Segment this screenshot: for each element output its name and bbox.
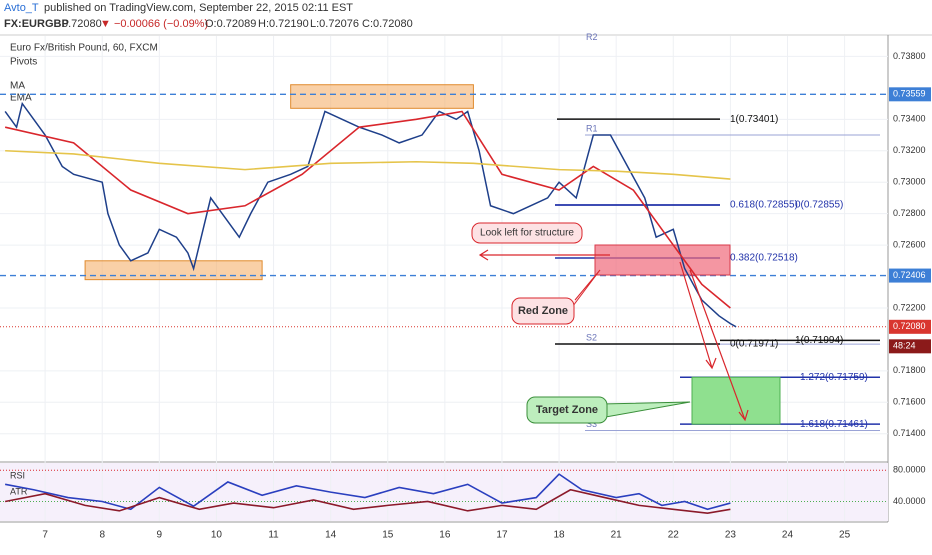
author[interactable]: Avto_T <box>4 2 39 14</box>
price-tag-label: 48:24 <box>893 341 916 351</box>
y-tick-label: 0.72600 <box>893 239 926 249</box>
price: 0.72080 <box>62 18 102 30</box>
y-tick-label: 0.71800 <box>893 365 926 375</box>
callout <box>526 396 608 424</box>
x-tick-label: 8 <box>99 530 105 541</box>
close: C:0.72080 <box>362 18 413 30</box>
pivot-label: S2 <box>586 332 597 342</box>
high: H:0.72190 <box>258 18 309 30</box>
x-tick-label: 9 <box>157 530 163 541</box>
y-tick-label: 0.71400 <box>893 428 926 438</box>
y-tick-label: 40.0000 <box>893 496 926 506</box>
ema-legend: EMA <box>10 93 32 104</box>
arrow <box>478 249 610 261</box>
y-tick-label: 0.73800 <box>893 51 926 61</box>
indicator-label: ATR <box>10 486 28 496</box>
x-tick-label: 16 <box>439 530 451 541</box>
structure-zone <box>290 84 474 109</box>
y-tick-label: 0.73000 <box>893 177 926 187</box>
callout-text: Red Zone <box>518 305 568 317</box>
callout <box>471 222 583 244</box>
indicator-label: RSI <box>10 470 25 480</box>
pivot-label: R2 <box>586 32 598 42</box>
x-tick-label: 22 <box>668 530 680 541</box>
price-tag <box>889 319 931 334</box>
instrument: Euro Fx/British Pound, 60, FXCM <box>10 43 158 54</box>
fib-label: 1.618(0.71461) <box>800 419 868 430</box>
symbol: FX:EURGBP <box>4 18 69 30</box>
y-tick-label: 0.71600 <box>893 397 926 407</box>
pivots-legend: Pivots <box>10 57 37 68</box>
pivot-label: R1 <box>586 123 598 133</box>
fib-label: 0.618(0.72855) <box>730 200 798 211</box>
y-tick-label: 0.72800 <box>893 208 926 218</box>
x-tick-label: 21 <box>611 530 623 541</box>
callout-text: Target Zone <box>536 404 598 416</box>
fib-label: 1(0.73401) <box>730 114 778 125</box>
series-line <box>5 149 731 180</box>
callout-text: Look left for structure <box>480 228 574 239</box>
indicator-pane <box>0 463 888 521</box>
fib-label: 0.382(0.72518) <box>730 253 798 264</box>
x-tick-label: 14 <box>325 530 337 541</box>
low: L:0.72076 <box>310 18 359 30</box>
price-tag-label: 0.73559 <box>893 89 926 99</box>
x-tick-label: 11 <box>268 530 279 541</box>
x-tick-label: 10 <box>211 530 223 541</box>
series-line <box>4 101 737 328</box>
y-tick-label: 0.73400 <box>893 114 926 124</box>
x-tick-label: 18 <box>554 530 566 541</box>
x-tick-label: 24 <box>782 530 794 541</box>
y-tick-label: 0.72200 <box>893 302 926 312</box>
red-zone <box>594 244 731 276</box>
x-tick-label: 25 <box>839 530 851 541</box>
x-tick-label: 7 <box>42 530 48 541</box>
target-zone <box>691 376 781 425</box>
price-tag <box>889 339 931 354</box>
callout-pointer <box>569 269 601 311</box>
structure-zone <box>84 260 263 281</box>
x-tick-label: 23 <box>725 530 737 541</box>
callout-pointer <box>599 401 691 419</box>
published: published on TradingView.com, September … <box>44 2 353 14</box>
price-tag-label: 0.72080 <box>893 321 926 331</box>
fib-label: 0(0.72855) <box>795 200 843 211</box>
price-tag <box>889 87 931 102</box>
fib-label: 1(0.71994) <box>795 335 843 346</box>
price-tag <box>889 268 931 283</box>
x-tick-label: 17 <box>496 530 508 541</box>
y-tick-label: 80.0000 <box>893 465 926 475</box>
change: ▼ −0.00066 (−0.09%) <box>100 18 208 30</box>
arrow <box>679 261 749 422</box>
callout <box>511 297 575 325</box>
price-tag-label: 0.72406 <box>893 270 926 280</box>
x-tick-label: 15 <box>382 530 394 541</box>
fib-label: 1.272(0.71759) <box>800 372 868 383</box>
indicator-line <box>4 473 731 511</box>
fib-label: 0(0.71971) <box>730 339 778 350</box>
y-tick-label: 0.73200 <box>893 145 926 155</box>
pivot-label: S3 <box>586 419 597 429</box>
series-line <box>4 110 731 309</box>
indicator-line <box>4 488 731 514</box>
ma-legend: MA <box>10 81 25 92</box>
open: O:0.72089 <box>205 18 256 30</box>
